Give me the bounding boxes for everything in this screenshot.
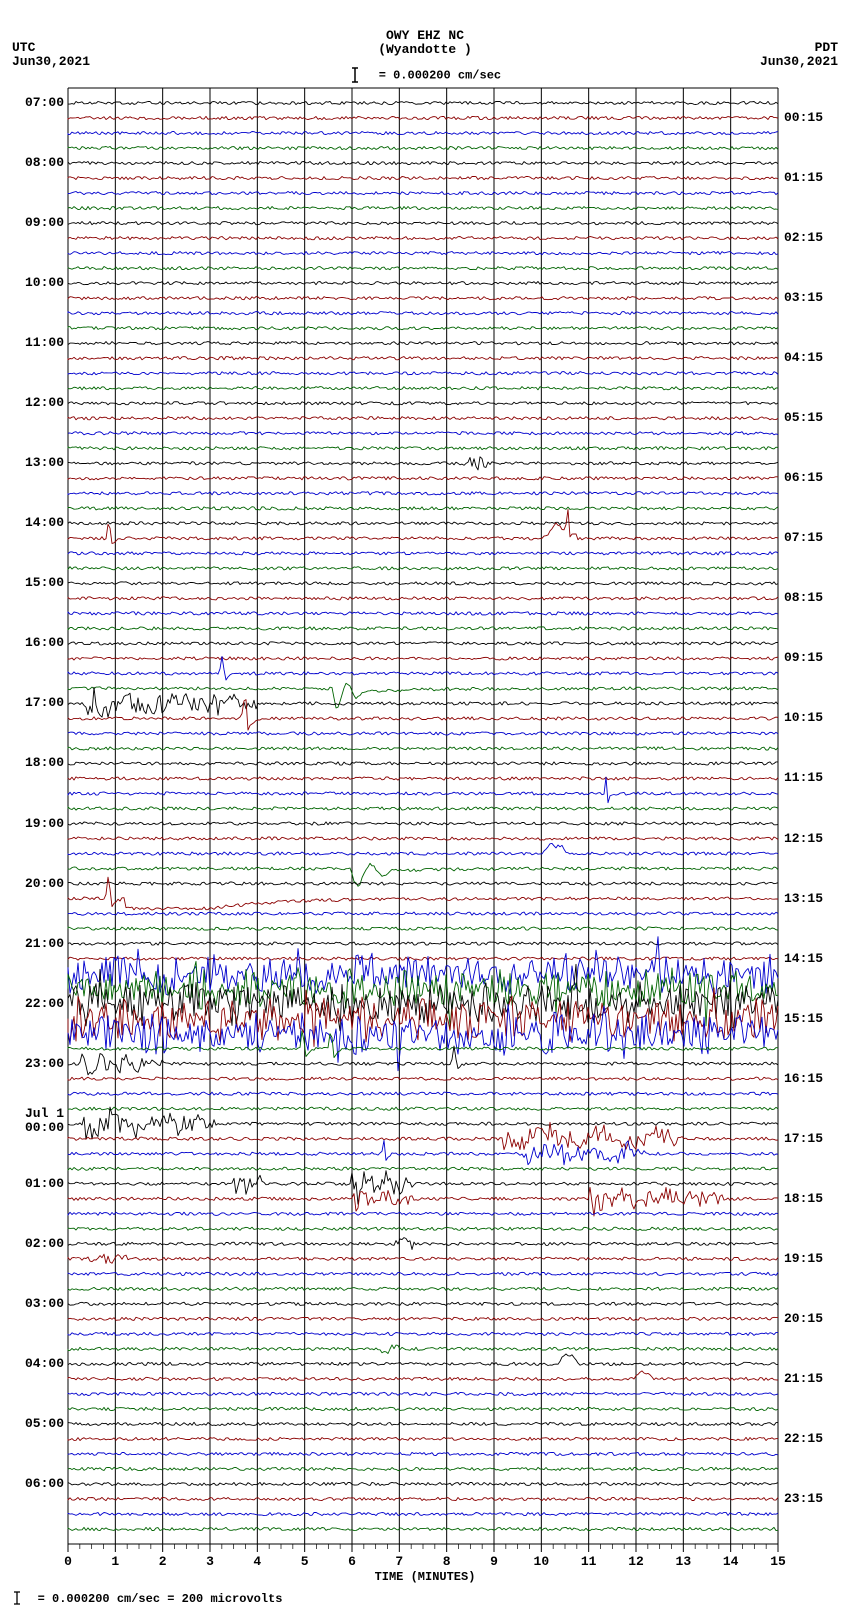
right-hour-label: 21:15 [784,1371,844,1386]
left-hour-label: 06:00 [4,1476,64,1491]
tz-left-date: Jun30,2021 [12,54,90,69]
right-hour-label: 10:15 [784,710,844,725]
left-hour-label: 04:00 [4,1356,64,1371]
right-hour-label: 07:15 [784,530,844,545]
left-hour-label-midnight-top: Jul 1 [4,1106,64,1121]
right-hour-label: 00:15 [784,110,844,125]
x-tick-label: 7 [395,1554,403,1569]
station-name: (Wyandotte ) [0,42,850,57]
station-code: OWY EHZ NC [0,28,850,43]
right-hour-label: 09:15 [784,650,844,665]
scale-bar-icon [349,66,371,84]
left-hour-label: 14:00 [4,515,64,530]
left-hour-label: 09:00 [4,215,64,230]
x-tick-label: 1 [111,1554,119,1569]
right-hour-label: 13:15 [784,891,844,906]
footer-scale: = 0.000200 cm/sec = 200 microvolts [6,1589,282,1607]
right-hour-label: 15:15 [784,1011,844,1026]
right-hour-label: 05:15 [784,410,844,425]
left-hour-label: 15:00 [4,575,64,590]
x-tick-label: 11 [581,1554,597,1569]
right-hour-label: 22:15 [784,1431,844,1446]
x-tick-label: 14 [723,1554,739,1569]
right-hour-label: 17:15 [784,1131,844,1146]
right-hour-label: 03:15 [784,290,844,305]
right-hour-label: 16:15 [784,1071,844,1086]
seismogram-container: OWY EHZ NC (Wyandotte ) = 0.000200 cm/se… [0,0,850,1613]
tz-left-label: UTC [12,40,35,55]
x-tick-label: 2 [159,1554,167,1569]
x-tick-label: 12 [628,1554,644,1569]
right-hour-label: 11:15 [784,770,844,785]
left-hour-label: 05:00 [4,1416,64,1431]
left-hour-label: 07:00 [4,95,64,110]
x-tick-label: 3 [206,1554,214,1569]
x-tick-label: 10 [534,1554,550,1569]
tz-right-label: PDT [815,40,838,55]
left-hour-label: 12:00 [4,395,64,410]
left-hour-label: 11:00 [4,335,64,350]
left-hour-label: 22:00 [4,996,64,1011]
left-hour-label: 17:00 [4,695,64,710]
x-tick-label: 4 [253,1554,261,1569]
x-tick-label: 6 [348,1554,356,1569]
left-hour-label: 21:00 [4,936,64,951]
right-hour-label: 04:15 [784,350,844,365]
left-hour-label: 08:00 [4,155,64,170]
scale-legend-text: = 0.000200 cm/sec [379,68,501,82]
scale-bar-icon [6,1591,28,1605]
tz-right-date: Jun30,2021 [760,54,838,69]
right-hour-label: 08:15 [784,590,844,605]
x-tick-label: 5 [301,1554,309,1569]
left-hour-label: 03:00 [4,1296,64,1311]
right-hour-label: 18:15 [784,1191,844,1206]
right-hour-label: 23:15 [784,1491,844,1506]
right-hour-label: 12:15 [784,831,844,846]
x-tick-label: 13 [676,1554,692,1569]
right-hour-label: 19:15 [784,1251,844,1266]
right-hour-label: 20:15 [784,1311,844,1326]
left-hour-label: 02:00 [4,1236,64,1251]
scale-legend-row: = 0.000200 cm/sec [0,66,850,84]
left-hour-label: 01:00 [4,1176,64,1191]
right-hour-label: 02:15 [784,230,844,245]
left-hour-label: 13:00 [4,455,64,470]
x-tick-label: 8 [443,1554,451,1569]
x-tick-label: 0 [64,1554,72,1569]
left-hour-label: 19:00 [4,816,64,831]
x-axis-title: TIME (MINUTES) [0,1570,850,1584]
footer-text: = 0.000200 cm/sec = 200 microvolts [38,1592,283,1606]
left-hour-label-midnight-bottom: 00:00 [4,1120,64,1135]
left-hour-label: 18:00 [4,755,64,770]
right-hour-label: 14:15 [784,951,844,966]
x-tick-label: 9 [490,1554,498,1569]
right-hour-label: 06:15 [784,470,844,485]
left-hour-label: 16:00 [4,635,64,650]
left-hour-label: 10:00 [4,275,64,290]
left-hour-label: 20:00 [4,876,64,891]
right-hour-label: 01:15 [784,170,844,185]
left-hour-label: 23:00 [4,1056,64,1071]
seismogram-plot [68,88,778,1544]
x-tick-label: 15 [770,1554,786,1569]
